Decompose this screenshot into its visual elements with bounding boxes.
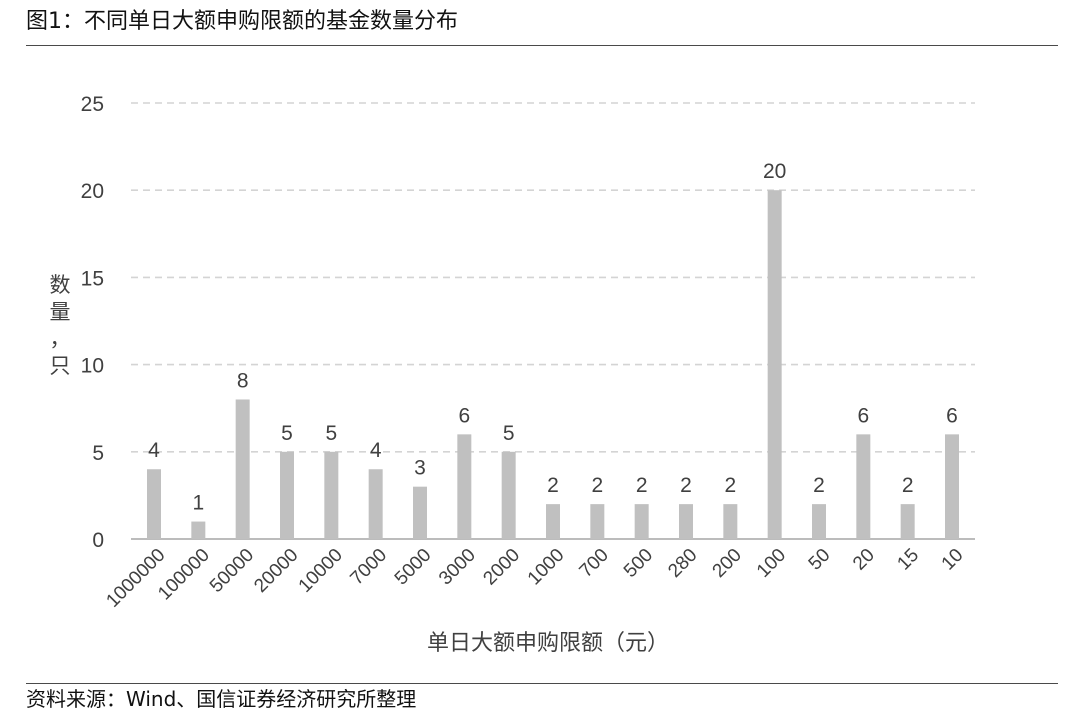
x-tick-label: 500	[620, 545, 657, 582]
y-axis-title: 数量，只	[50, 274, 71, 378]
figure-title: 图1：不同单日大额申购限额的基金数量分布	[26, 9, 458, 34]
data-label: 2	[680, 474, 692, 497]
bar	[723, 504, 738, 539]
bar	[546, 504, 560, 539]
data-label: 2	[591, 474, 603, 497]
data-label: 20	[763, 160, 786, 183]
data-label: 6	[857, 404, 869, 427]
x-tick-label: 10000	[295, 545, 347, 597]
x-tick-label: 3000	[435, 545, 480, 590]
data-label: 2	[724, 474, 736, 497]
data-label: 3	[414, 457, 426, 480]
x-tick-label: 20000	[250, 545, 302, 597]
bar	[368, 469, 383, 539]
bar	[590, 504, 605, 539]
bar	[324, 451, 339, 539]
x-tick-label: 1000000	[102, 545, 169, 612]
data-label: 5	[503, 422, 515, 445]
source-rule	[26, 683, 1058, 684]
y-tick-label: 20	[81, 180, 104, 203]
x-tick-label: 100	[753, 545, 790, 582]
x-tick-label: 200	[709, 545, 746, 582]
x-tick-label: 50000	[206, 545, 258, 597]
bar	[280, 451, 294, 539]
data-label: 4	[370, 439, 382, 462]
x-tick-label: 280	[664, 545, 701, 582]
data-label: 1	[192, 492, 204, 515]
y-tick-label: 0	[92, 529, 104, 552]
x-tick-label: 50	[805, 545, 835, 575]
bar	[413, 486, 427, 539]
bar	[767, 190, 782, 539]
x-tick-label: 2000	[479, 545, 524, 590]
x-tick-label: 700	[576, 545, 613, 582]
title-rule	[26, 45, 1058, 46]
bar	[235, 399, 250, 539]
x-axis-title: 单日大额申购限额（元）	[427, 630, 669, 655]
data-label: 6	[458, 404, 470, 427]
y-tick-label: 5	[92, 442, 104, 465]
bar	[501, 451, 516, 539]
x-tick-label: 20	[849, 545, 879, 575]
bar	[812, 504, 826, 539]
data-label: 4	[148, 439, 160, 462]
bar	[634, 504, 649, 539]
x-tick-label: 7000	[346, 545, 391, 590]
bar	[191, 521, 206, 539]
bar	[856, 434, 871, 539]
bar-chart: 0510152025410000001100000850000520000510…	[50, 93, 975, 655]
y-tick-label: 10	[81, 355, 104, 378]
source-note: 资料来源：Wind、国信证券经济研究所整理	[26, 687, 417, 711]
x-tick-label: 1000	[524, 545, 569, 590]
bar	[945, 434, 959, 539]
data-label: 2	[547, 474, 559, 497]
data-label: 5	[325, 422, 337, 445]
data-label: 2	[636, 474, 648, 497]
data-label: 6	[946, 404, 958, 427]
data-label: 2	[902, 474, 914, 497]
data-label: 2	[813, 474, 825, 497]
x-tick-label: 5000	[391, 545, 436, 590]
bar	[679, 504, 693, 539]
x-tick-label: 10	[938, 545, 968, 575]
bar	[147, 469, 161, 539]
y-tick-label: 15	[81, 267, 104, 290]
bar	[900, 504, 915, 539]
y-tick-label: 25	[81, 93, 104, 116]
data-label: 5	[281, 422, 293, 445]
data-label: 8	[237, 369, 249, 392]
bar	[457, 434, 472, 539]
x-tick-label: 15	[893, 545, 923, 575]
